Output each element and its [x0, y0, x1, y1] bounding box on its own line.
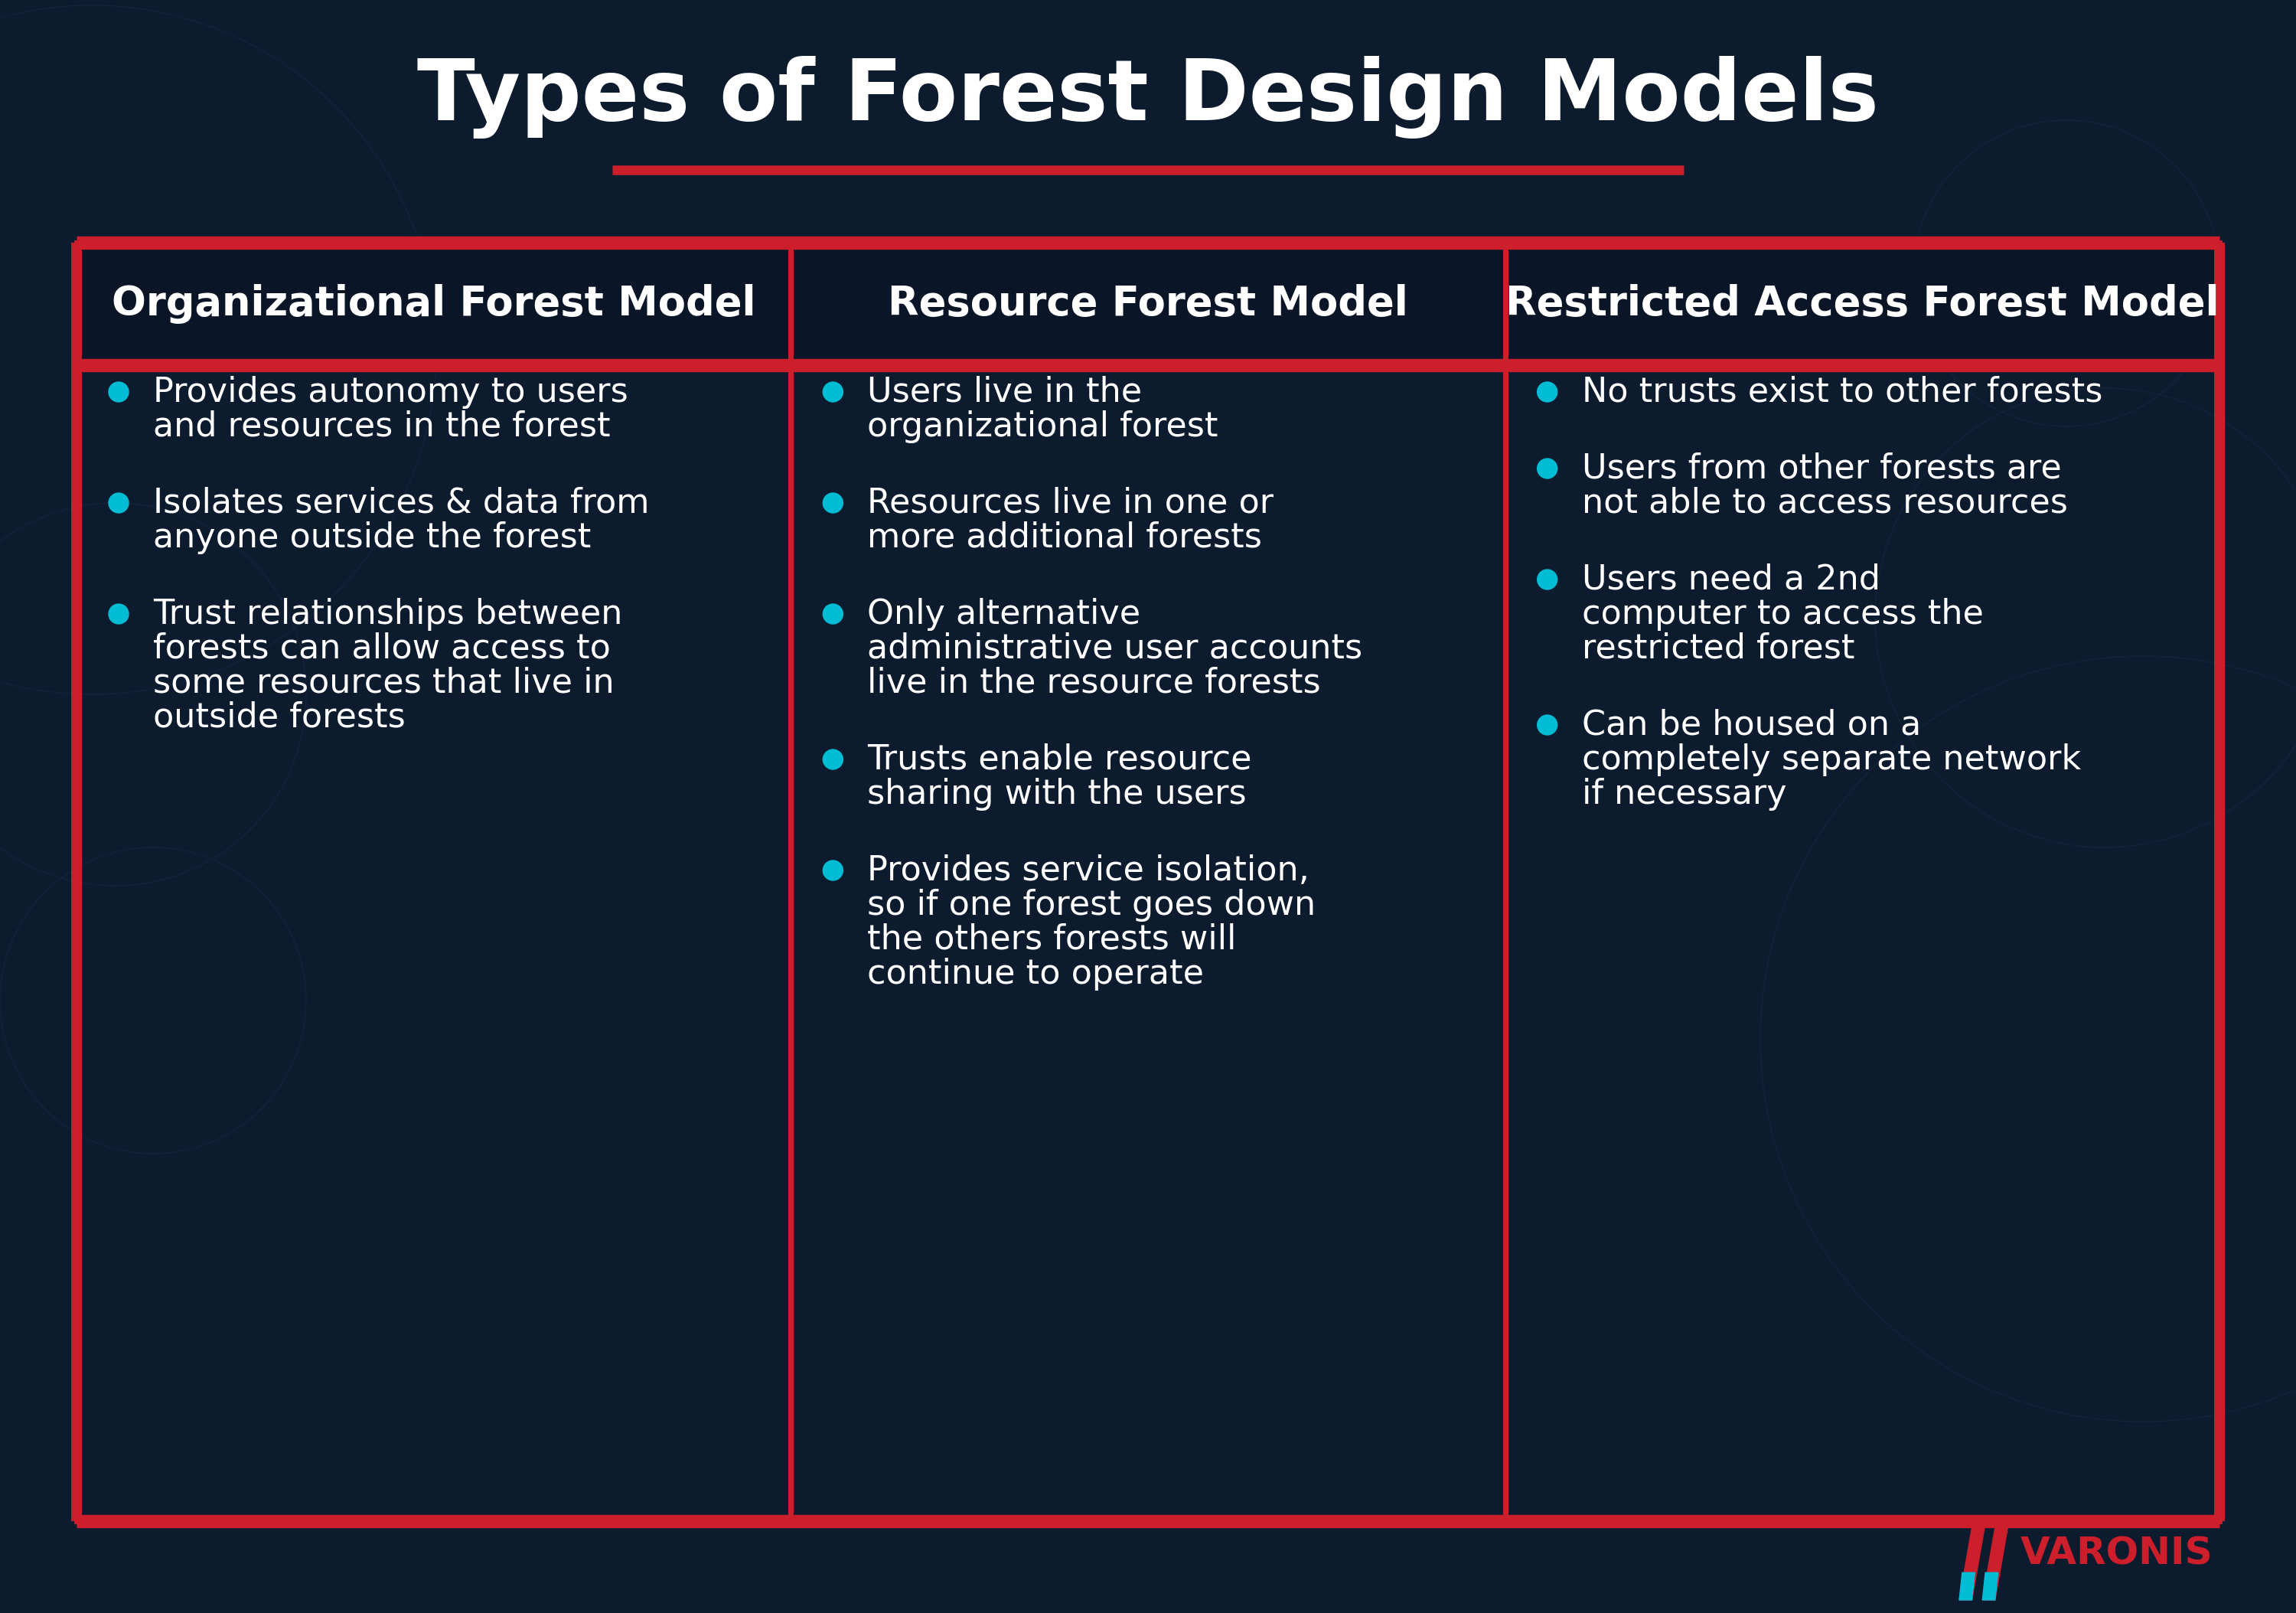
Text: outside forests: outside forests [154, 702, 406, 734]
Text: organizational forest: organizational forest [868, 410, 1219, 444]
Bar [76, 242, 790, 365]
Polygon shape [1981, 1516, 2009, 1600]
Circle shape [1538, 382, 1557, 402]
Text: and resources in the forest: and resources in the forest [154, 410, 611, 444]
Text: Users from other forests are: Users from other forests are [1582, 452, 2062, 486]
Text: forests can allow access to: forests can allow access to [154, 632, 611, 665]
Circle shape [822, 494, 843, 513]
Text: Users need a 2nd: Users need a 2nd [1582, 563, 1880, 595]
Polygon shape [1958, 1573, 1975, 1600]
Text: restricted forest: restricted forest [1582, 632, 1855, 665]
Text: the others forests will: the others forests will [868, 923, 1238, 957]
Text: continue to operate: continue to operate [868, 957, 1203, 990]
Text: Resource Forest Model: Resource Forest Model [889, 284, 1407, 324]
Text: Isolates services & data from: Isolates services & data from [154, 487, 650, 519]
Polygon shape [1981, 1573, 1998, 1600]
Text: not able to access resources: not able to access resources [1582, 487, 2069, 519]
Text: completely separate network: completely separate network [1582, 744, 2080, 776]
Text: Trust relationships between: Trust relationships between [154, 597, 622, 631]
Text: Can be housed on a: Can be housed on a [1582, 708, 1922, 742]
Circle shape [1538, 569, 1557, 589]
Polygon shape [1958, 1516, 1986, 1600]
Text: Provides autonomy to users: Provides autonomy to users [154, 376, 629, 408]
Text: Resources live in one or: Resources live in one or [868, 487, 1274, 519]
Circle shape [822, 382, 843, 402]
Text: computer to access the: computer to access the [1582, 597, 1984, 631]
Bar [790, 242, 1506, 365]
Text: Trusts enable resource: Trusts enable resource [868, 744, 1251, 776]
Text: Types of Forest Design Models: Types of Forest Design Models [418, 56, 1878, 139]
Text: Restricted Access Forest Model: Restricted Access Forest Model [1506, 284, 2220, 324]
Text: some resources that live in: some resources that live in [154, 666, 615, 700]
Circle shape [822, 860, 843, 881]
Circle shape [108, 494, 129, 513]
Text: Organizational Forest Model: Organizational Forest Model [113, 284, 755, 324]
Text: No trusts exist to other forests: No trusts exist to other forests [1582, 376, 2103, 408]
Bar [76, 242, 2220, 1521]
Text: VARONIS: VARONIS [2020, 1536, 2213, 1573]
Text: if necessary: if necessary [1582, 777, 1786, 810]
Text: Provides service isolation,: Provides service isolation, [868, 853, 1309, 887]
Circle shape [108, 382, 129, 402]
Text: Only alternative: Only alternative [868, 597, 1141, 631]
Text: anyone outside the forest: anyone outside the forest [154, 521, 590, 553]
Circle shape [108, 603, 129, 624]
Text: live in the resource forests: live in the resource forests [868, 666, 1320, 700]
Bar [1506, 242, 2220, 365]
Text: more additional forests: more additional forests [868, 521, 1263, 553]
Text: so if one forest goes down: so if one forest goes down [868, 889, 1316, 921]
Text: administrative user accounts: administrative user accounts [868, 632, 1362, 665]
Text: Users live in the: Users live in the [868, 376, 1141, 408]
Text: sharing with the users: sharing with the users [868, 777, 1247, 810]
Circle shape [1538, 458, 1557, 479]
Circle shape [822, 750, 843, 769]
Circle shape [1538, 715, 1557, 736]
Circle shape [822, 603, 843, 624]
